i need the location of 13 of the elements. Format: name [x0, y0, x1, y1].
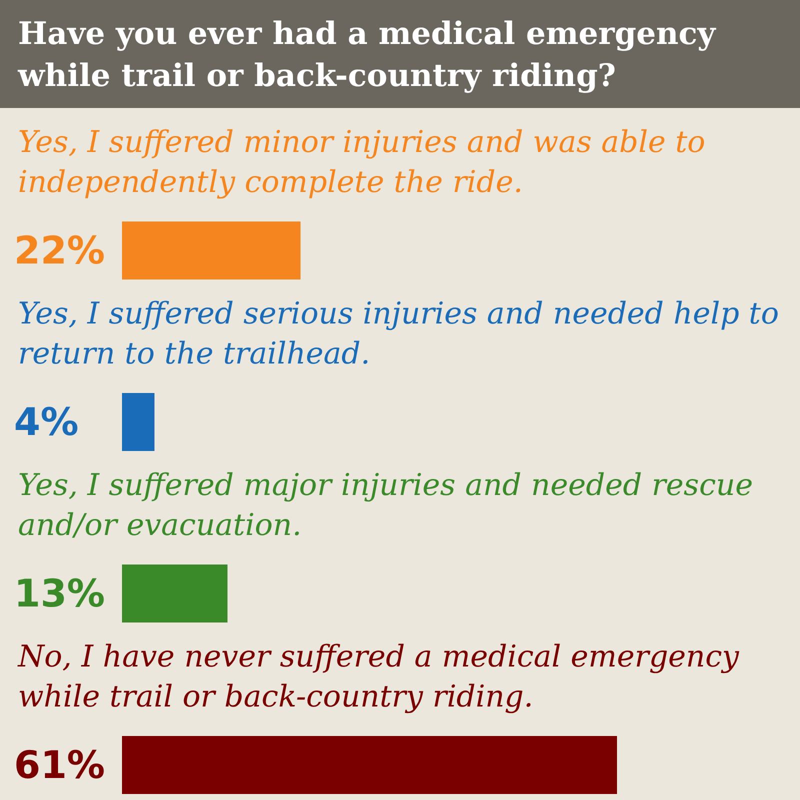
data-label: 13% [14, 572, 105, 616]
bar [122, 564, 228, 622]
y-tick-label: Yes, I suffered serious injuries and needed help to return to the trailhead. [18, 296, 779, 372]
y-tick-label: Yes, I suffered minor injuries and was able to independently complete the ride. [18, 125, 706, 200]
data-label: 61% [14, 743, 105, 787]
data-label: 4% [14, 400, 79, 444]
chart-title: Have you ever had a medical emergency while trail or back-country riding? [17, 16, 716, 94]
data-label: 22% [14, 228, 105, 272]
y-tick-label: No, I have never suffered a medical emergency while trail or back-country riding. [17, 640, 740, 714]
bar [122, 736, 617, 794]
y-tick-label: Yes, I suffered major injuries and needed rescue and/or evacuation. [18, 468, 753, 543]
bar [122, 222, 301, 280]
bar [122, 393, 154, 451]
